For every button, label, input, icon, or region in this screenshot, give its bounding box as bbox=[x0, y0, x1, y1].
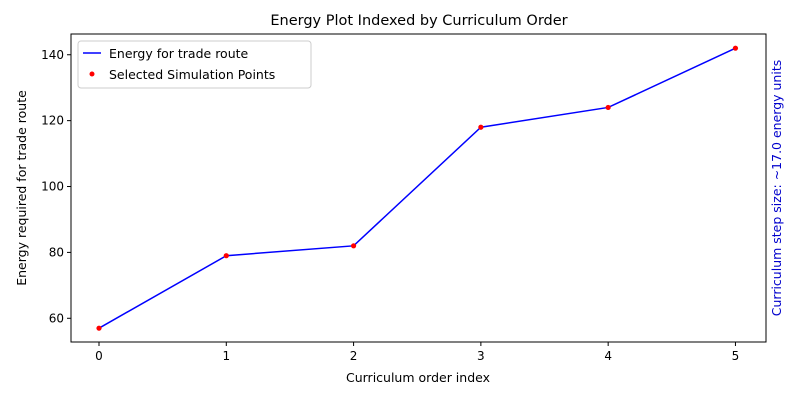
legend-label-energy: Energy for trade route bbox=[109, 46, 249, 61]
legend-point-swatch bbox=[89, 71, 95, 77]
x-tick-label: 5 bbox=[732, 349, 740, 363]
x-tick-label: 0 bbox=[95, 349, 103, 363]
legend: Energy for trade route Selected Simulati… bbox=[77, 40, 312, 89]
legend-label-points: Selected Simulation Points bbox=[109, 67, 275, 82]
y-tick-label: 100 bbox=[41, 180, 64, 194]
y-axis-ticks: 60 80 100 120 140 bbox=[41, 48, 71, 325]
y-tick-label: 80 bbox=[49, 245, 64, 259]
data-point bbox=[223, 253, 229, 259]
data-point bbox=[478, 124, 484, 130]
x-tick-label: 2 bbox=[350, 349, 358, 363]
chart-title: Energy Plot Indexed by Curriculum Order bbox=[270, 13, 567, 29]
data-point bbox=[605, 104, 611, 111]
plot-area-frame bbox=[70, 33, 767, 343]
y-tick-label: 120 bbox=[41, 114, 64, 128]
data-point bbox=[350, 243, 357, 249]
legend-box bbox=[77, 40, 312, 89]
x-axis-ticks: 0 1 2 3 4 5 bbox=[95, 342, 739, 363]
x-tick-label: 3 bbox=[477, 349, 485, 363]
y-axis-label: Energy required for trade route bbox=[14, 90, 29, 286]
data-point bbox=[96, 325, 102, 331]
x-tick-label: 1 bbox=[222, 349, 230, 363]
y-tick-label: 140 bbox=[41, 48, 64, 62]
data-point bbox=[732, 45, 739, 51]
y-tick-label: 60 bbox=[49, 311, 64, 325]
x-axis-label: Curriculum order index bbox=[346, 370, 490, 385]
x-tick-label: 4 bbox=[604, 349, 612, 363]
series-points-selected bbox=[96, 45, 739, 331]
series-line-energy bbox=[98, 47, 736, 329]
right-axis-label: Curriculum step size: ~17.0 energy units bbox=[769, 60, 784, 317]
